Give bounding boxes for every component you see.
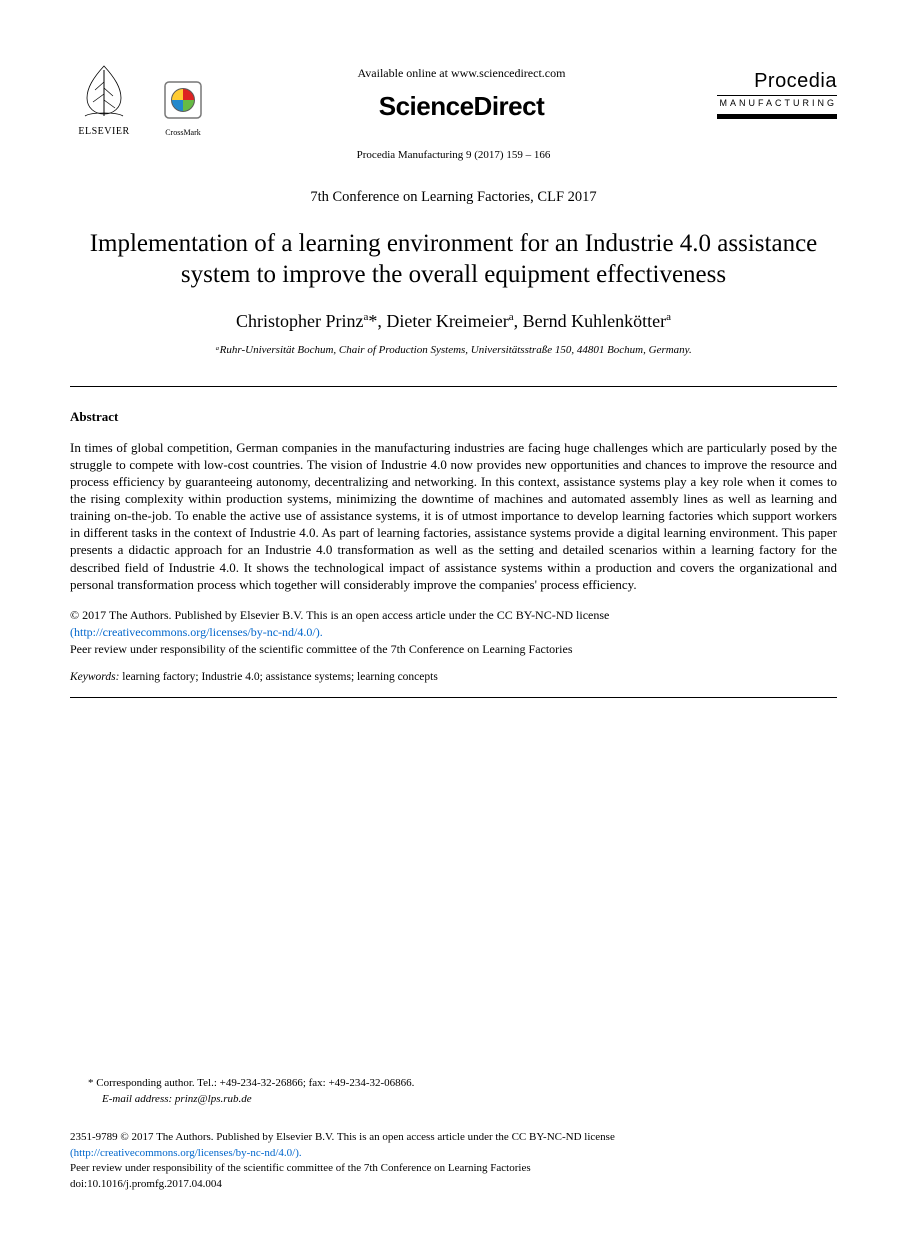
copyright-block: © 2017 The Authors. Published by Elsevie…	[70, 607, 837, 657]
license-link[interactable]: (http://creativecommons.org/licenses/by-…	[70, 625, 323, 639]
crossmark-logo-block[interactable]: CrossMark	[160, 80, 206, 137]
rule-bottom	[70, 697, 837, 698]
footer-doi: doi:10.1016/j.promfg.2017.04.004	[70, 1178, 222, 1190]
footer-peer-review: Peer review under responsibility of the …	[70, 1162, 531, 1174]
paper-title: Implementation of a learning environment…	[80, 228, 827, 291]
procedia-logo-block: Procedia MANUFACTURING	[717, 60, 837, 119]
keywords-label: Keywords:	[70, 671, 119, 683]
procedia-word: Procedia	[717, 70, 837, 93]
crossmark-label: CrossMark	[160, 128, 206, 137]
corresponding-line: * Corresponding author. Tel.: +49-234-32…	[88, 1076, 837, 1092]
conference-name: 7th Conference on Learning Factories, CL…	[70, 189, 837, 206]
keywords-line: Keywords: learning factory; Industrie 4.…	[70, 671, 837, 683]
sciencedirect-logo-text: ScienceDirect	[206, 91, 717, 122]
elsevier-label: ELSEVIER	[70, 126, 138, 137]
elsevier-tree-icon	[73, 60, 135, 122]
crossmark-icon	[163, 80, 203, 120]
footer-issn-line: 2351-9789 © 2017 The Authors. Published …	[70, 1131, 615, 1143]
email-label: E-mail address:	[102, 1093, 172, 1105]
abstract-heading: Abstract	[70, 409, 837, 425]
citation-line: Procedia Manufacturing 9 (2017) 159 – 16…	[70, 149, 837, 161]
rule-top	[70, 386, 837, 387]
keywords-text: learning factory; Industrie 4.0; assista…	[119, 671, 437, 683]
elsevier-logo-block: ELSEVIER	[70, 60, 138, 137]
copyright-line1: © 2017 The Authors. Published by Elsevie…	[70, 608, 609, 622]
author-list: Christopher Prinza*, Dieter Kreimeiera, …	[70, 311, 837, 332]
procedia-subtitle: MANUFACTURING	[717, 95, 837, 108]
center-header: Available online at www.sciencedirect.co…	[206, 60, 717, 122]
footer-block: 2351-9789 © 2017 The Authors. Published …	[70, 1130, 837, 1192]
peer-review-line: Peer review under responsibility of the …	[70, 642, 573, 656]
available-online-text: Available online at www.sciencedirect.co…	[206, 66, 717, 81]
abstract-text: In times of global competition, German c…	[70, 439, 837, 593]
affiliation: ᵃRuhr-Universität Bochum, Chair of Produ…	[70, 344, 837, 356]
email-address: prinz@lps.rub.de	[172, 1093, 252, 1105]
left-logos: ELSEVIER CrossMark	[70, 60, 206, 137]
procedia-bar	[717, 114, 837, 119]
footer-license-link[interactable]: (http://creativecommons.org/licenses/by-…	[70, 1147, 302, 1159]
header-row: ELSEVIER CrossMark Available online at w…	[70, 60, 837, 137]
corresponding-author-footnote: * Corresponding author. Tel.: +49-234-32…	[88, 1076, 837, 1108]
